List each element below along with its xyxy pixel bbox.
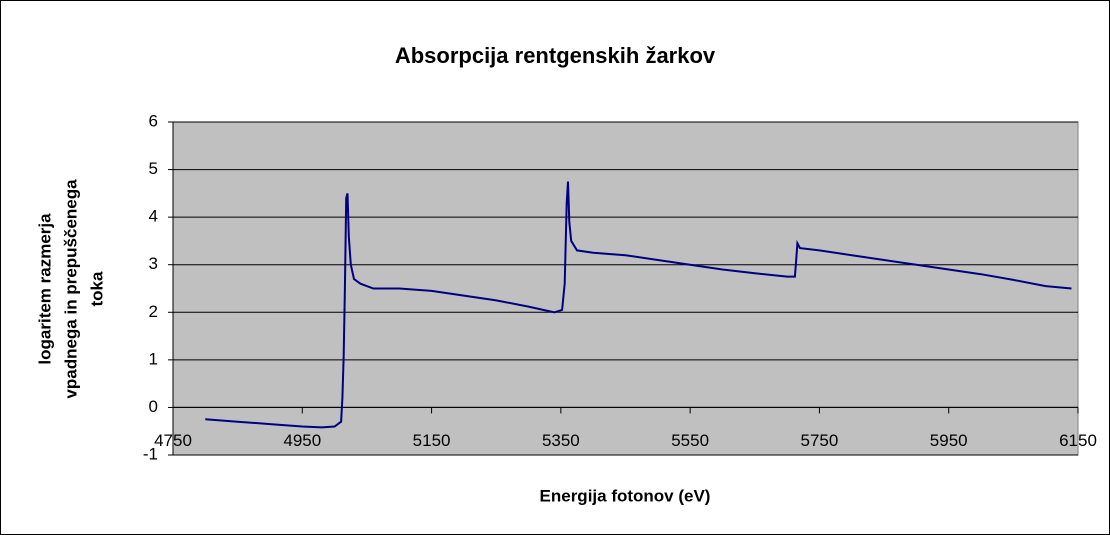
x-tick-label: 5950: [930, 431, 968, 450]
y-axis-label-line: vpadnega in prepuščenega: [61, 179, 80, 399]
x-tick-label: 5350: [542, 431, 580, 450]
y-tick-label: 3: [149, 254, 158, 273]
x-tick-label: 5150: [413, 431, 451, 450]
y-tick-label: 0: [149, 397, 158, 416]
y-tick-label: 4: [149, 207, 158, 226]
y-tick-label: 1: [149, 349, 158, 368]
y-axis-label: logaritem razmerja vpadnega in prepuščen…: [35, 179, 106, 399]
y-tick-label: 2: [149, 302, 158, 321]
x-tick-label: 6150: [1059, 431, 1097, 450]
data-line: [205, 181, 1072, 429]
x-tick-label: 4950: [283, 431, 321, 450]
y-axis-label-line: toka: [87, 271, 106, 307]
y-tick-label: 6: [149, 111, 158, 130]
x-tick-label: 5750: [801, 431, 839, 450]
x-tick-label: 5550: [671, 431, 709, 450]
x-tick-label: 4750: [154, 431, 192, 450]
y-tick-label: -1: [143, 444, 158, 463]
y-axis-label-line: logaritem razmerja: [35, 213, 54, 365]
x-axis-label: Energija fotonov (eV): [540, 486, 711, 505]
y-tick-label: 5: [149, 159, 158, 178]
chart-title: Absorpcija rentgenskih žarkov: [395, 43, 716, 68]
plot-area: [172, 121, 1079, 456]
